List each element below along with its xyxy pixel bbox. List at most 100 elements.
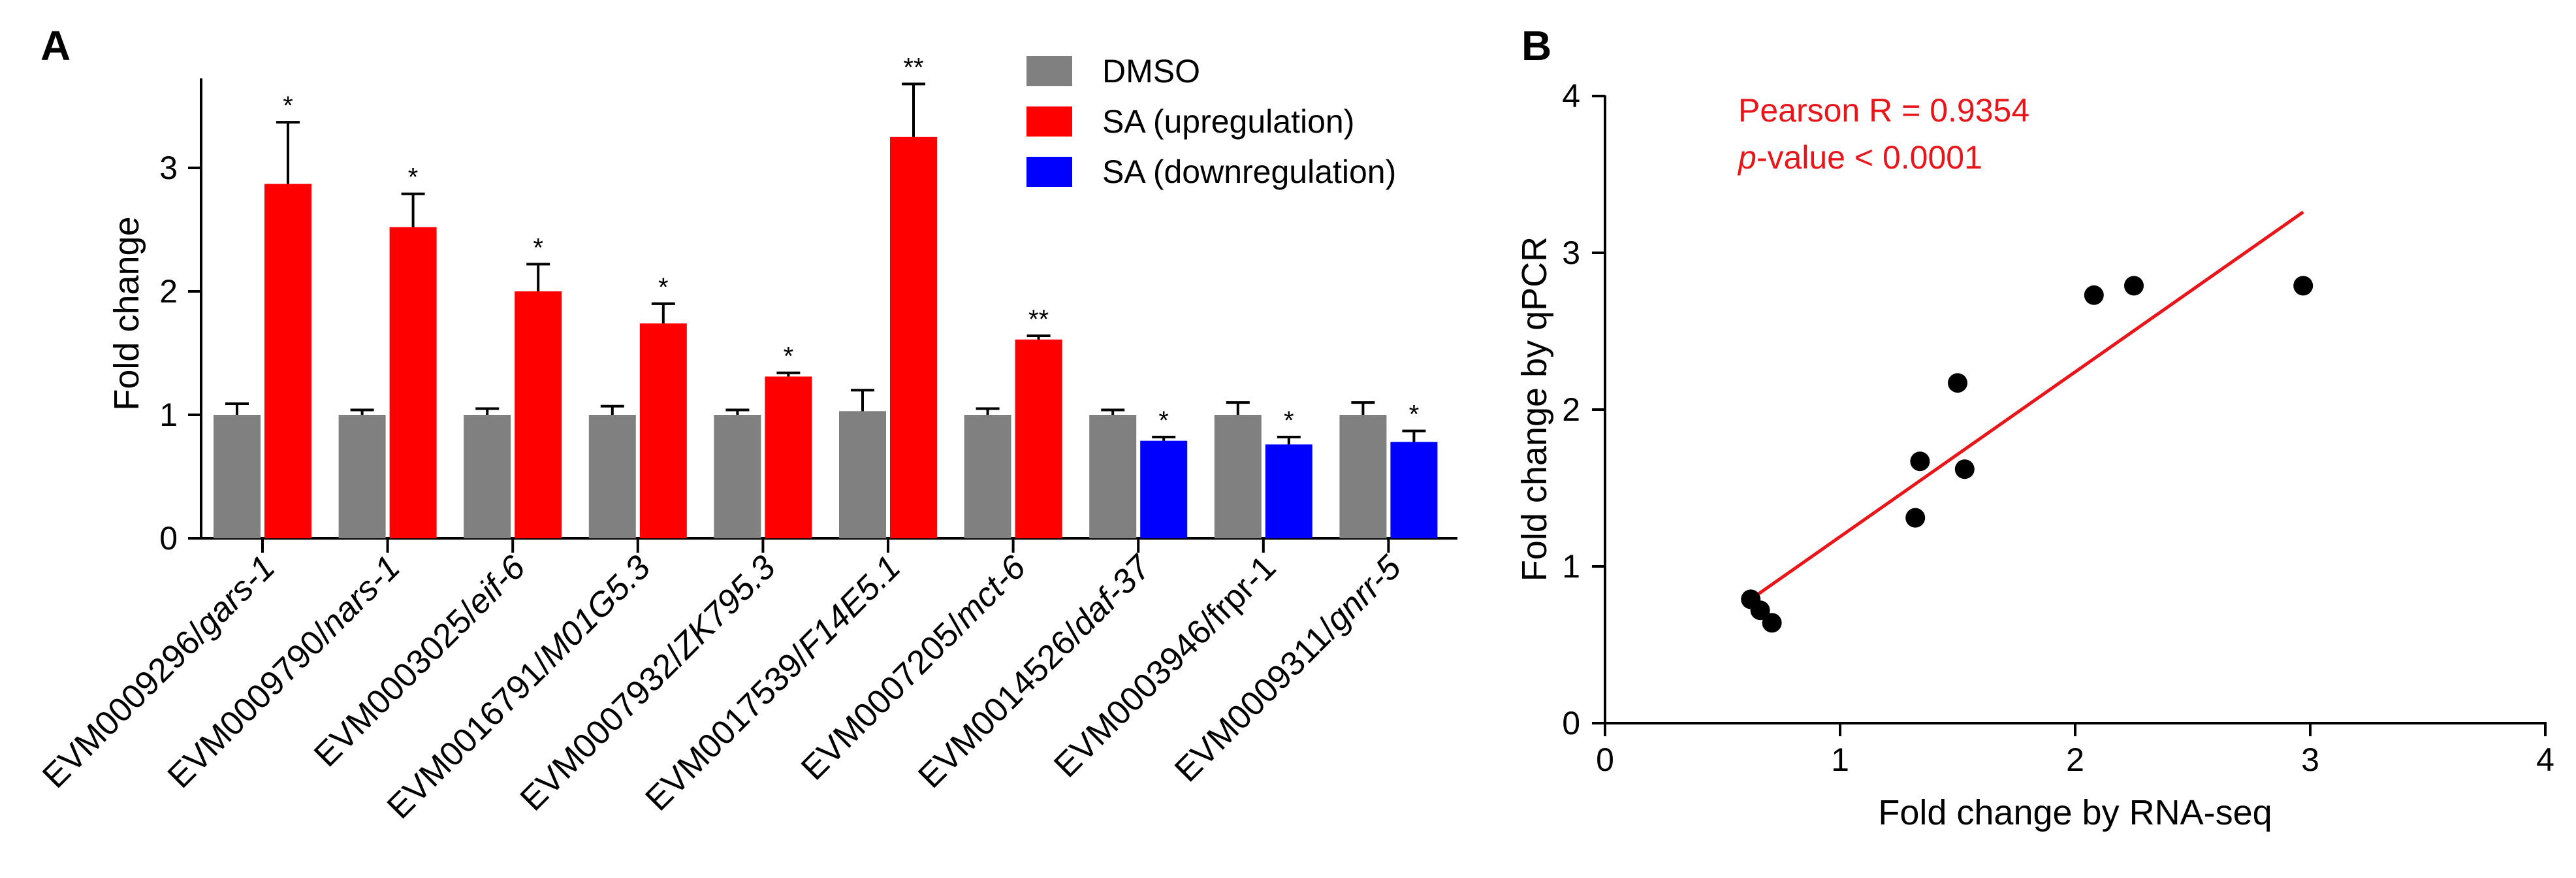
category-label-gene: gnrr-5 xyxy=(1318,548,1408,639)
error-bar-dmso xyxy=(725,408,750,415)
bar-dmso xyxy=(214,415,261,538)
error-bar-sa xyxy=(276,121,300,184)
significance-marker: * xyxy=(283,91,293,120)
panel-b-y-axis-title: Fold change by qPCR xyxy=(1515,236,1554,581)
legend-item-dmso: DMSO xyxy=(1026,53,1200,89)
error-bar-dmso xyxy=(1101,408,1125,415)
category-label: EVM0014526/daf-37 xyxy=(911,547,1159,796)
category-label-gene: daf-37 xyxy=(1063,547,1159,643)
significance-marker: * xyxy=(533,233,543,262)
x-tick-label: 2 xyxy=(2066,741,2084,778)
x-tick-label: 4 xyxy=(2536,741,2554,778)
error-bar-sa xyxy=(1402,429,1426,442)
y-tick-label: 3 xyxy=(1562,235,1580,271)
legend-swatch-down xyxy=(1026,157,1072,187)
data-point xyxy=(1948,373,1967,393)
significance-marker: * xyxy=(1284,406,1294,435)
data-point xyxy=(1750,600,1770,621)
bar-dmso xyxy=(1089,415,1137,538)
panel-a-x-ticks xyxy=(261,538,1390,553)
y-tick-label: 0 xyxy=(159,520,178,557)
panel-b-x-ticks: 0 1 2 3 4 xyxy=(1596,723,2554,778)
y-tick-label: 2 xyxy=(159,273,178,310)
panel-b-y-ticks: 0 1 2 3 4 xyxy=(1562,78,1605,741)
legend-swatch-up xyxy=(1026,106,1072,137)
legend-label-dmso: DMSO xyxy=(1102,53,1200,89)
bar-sa xyxy=(1140,440,1188,538)
category-label: EVM0016791/M01G5.3 xyxy=(380,548,658,826)
error-bar-dmso xyxy=(225,402,249,415)
legend-label-down: SA (downregulation) xyxy=(1102,154,1396,190)
panel-a-bars xyxy=(214,137,1438,538)
bar-dmso xyxy=(714,415,761,538)
bar-sa xyxy=(1265,444,1312,538)
panel-a-letter: A xyxy=(40,22,71,69)
bar-dmso xyxy=(964,415,1011,538)
category-label-gene: F14E5.1 xyxy=(790,548,908,666)
error-bar-dmso xyxy=(851,389,874,412)
bar-dmso xyxy=(1214,415,1262,538)
error-bar-sa xyxy=(1026,334,1051,340)
panel-b-x-axis-title: Fold change by RNA-seq xyxy=(1878,793,2272,832)
error-bar-sa xyxy=(651,302,675,324)
error-bar-sa xyxy=(902,82,925,137)
panel-a-error-bars xyxy=(225,82,1426,445)
y-tick-label: 1 xyxy=(1562,548,1580,585)
data-point xyxy=(2124,276,2144,296)
data-point xyxy=(2084,285,2104,305)
error-bar-sa xyxy=(526,263,550,291)
y-tick-label: 0 xyxy=(1562,705,1580,741)
error-bar-dmso xyxy=(475,407,500,415)
category-label: EVM0017539/F14E5.1 xyxy=(638,548,908,818)
bar-sa xyxy=(890,137,937,538)
panel-b-points xyxy=(1741,276,2314,633)
error-bar-sa xyxy=(401,192,425,227)
category-label: EVM0003025/eif-6 xyxy=(307,548,533,774)
y-tick-label: 2 xyxy=(1562,391,1580,428)
legend-label-up: SA (upregulation) xyxy=(1102,103,1354,140)
panel-b: B Fold change by qPCR Fold change by RNA… xyxy=(1515,22,2554,832)
category-label: EVM0007932/ZK795.3 xyxy=(513,548,783,818)
legend-item-down: SA (downregulation) xyxy=(1026,154,1396,190)
bar-sa xyxy=(389,227,437,538)
panel-a-y-axis-title: Fold change xyxy=(107,216,146,410)
bar-dmso xyxy=(338,415,386,538)
significance-marker: ** xyxy=(1028,305,1049,334)
bar-sa xyxy=(264,184,311,538)
error-bar-dmso xyxy=(976,407,1000,415)
data-point xyxy=(1910,451,1930,472)
significance-marker: * xyxy=(408,163,419,192)
category-label-gene: nars-1 xyxy=(313,548,407,643)
x-tick-label: 3 xyxy=(2301,741,2319,778)
data-point xyxy=(1954,459,1975,480)
error-bar-sa xyxy=(1152,436,1176,441)
panel-a-legend: DMSO SA (upregulation) SA (downregulatio… xyxy=(1026,53,1396,190)
bar-sa xyxy=(639,323,687,538)
category-label-gene: ZK795.3 xyxy=(664,548,782,666)
error-bar-sa xyxy=(776,371,801,377)
y-tick-label: 4 xyxy=(1562,78,1580,114)
panel-b-fit xyxy=(1749,210,2304,601)
panel-a-y-ticks: 0 1 2 3 xyxy=(159,150,201,557)
error-bar-sa xyxy=(1277,436,1301,445)
legend-item-up: SA (upregulation) xyxy=(1026,103,1354,140)
bar-sa xyxy=(1390,442,1438,538)
significance-marker: * xyxy=(658,273,669,302)
y-tick-label: 3 xyxy=(159,150,178,186)
x-tick-label: 0 xyxy=(1596,741,1614,778)
category-label: EVM0003946/frpr-1 xyxy=(1047,548,1283,785)
x-tick-label: 1 xyxy=(1831,741,1849,778)
bar-sa xyxy=(1015,339,1062,538)
error-bar-dmso xyxy=(1226,401,1250,415)
pvalue-rest: -value < 0.0001 xyxy=(1757,139,1982,176)
category-label-gene: mct-6 xyxy=(946,548,1033,635)
bar-sa xyxy=(765,376,812,538)
significance-marker: ** xyxy=(903,53,923,82)
data-point xyxy=(2293,276,2314,296)
category-label: EVM0009296/gars-1 xyxy=(35,548,282,795)
pearson-annotation: Pearson R = 0.9354 xyxy=(1738,92,2029,129)
error-bar-dmso xyxy=(1351,401,1375,415)
data-point xyxy=(1762,613,1782,633)
